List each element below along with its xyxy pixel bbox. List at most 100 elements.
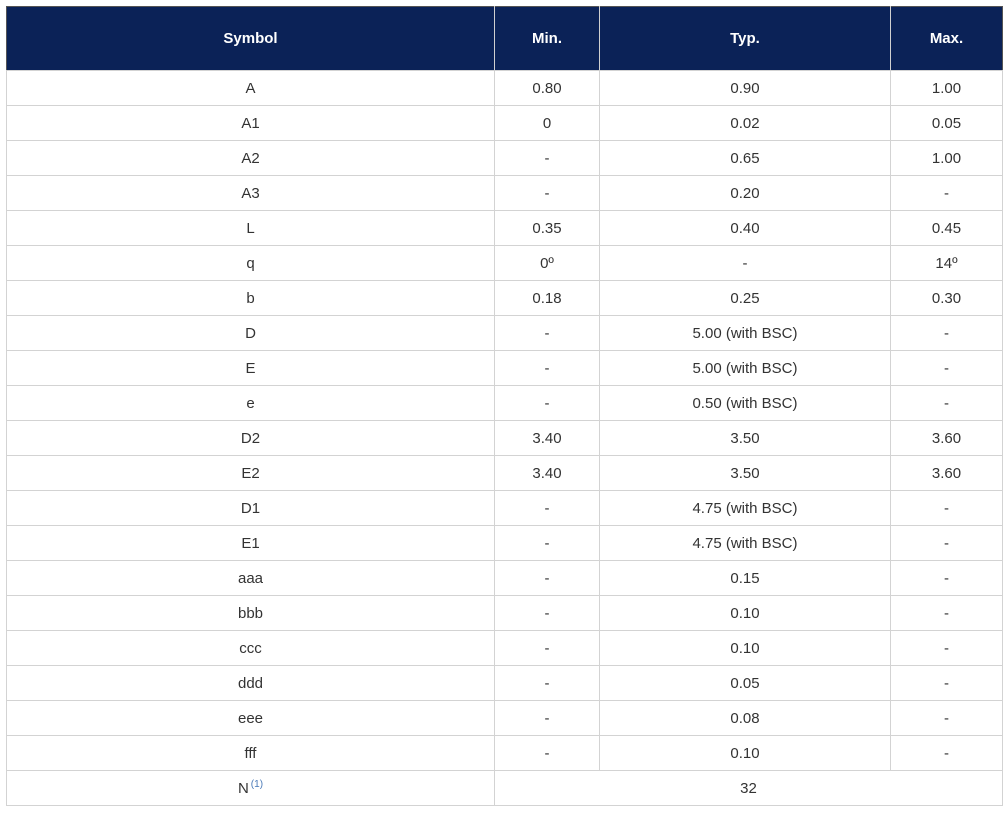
table-cell: 0.10 (599, 630, 891, 666)
table-cell: 0.30 (890, 280, 1003, 316)
table-cell: 0º (494, 245, 600, 281)
table-row: ddd -0.05- (6, 665, 1003, 701)
table-cell: A1 (6, 105, 495, 141)
table-cell: 5.00 (with BSC) (599, 350, 891, 386)
table-cell: 0.80 (494, 70, 600, 106)
table-cell: - (890, 735, 1003, 771)
table-cell: ddd (6, 665, 495, 701)
table-cell: - (890, 350, 1003, 386)
table-cell: 0.50 (with BSC) (599, 385, 891, 421)
header-cell: Max. (890, 6, 1003, 71)
table-row: N (1) 32 (6, 770, 1003, 806)
table-row: aaa -0.15- (6, 560, 1003, 596)
table-cell: 0.05 (890, 105, 1003, 141)
table-cell: 0.15 (599, 560, 891, 596)
table-cell: D1 (6, 490, 495, 526)
table-cell: - (890, 700, 1003, 736)
table-cell: ccc (6, 630, 495, 666)
table-row: ccc -0.10- (6, 630, 1003, 666)
table-cell: 0.10 (599, 595, 891, 631)
table-cell: - (890, 560, 1003, 596)
table-cell: 1.00 (890, 140, 1003, 176)
table-cell: - (494, 700, 600, 736)
table-cell: - (494, 350, 600, 386)
table-cell: b (6, 280, 495, 316)
table-row: e -0.50 (with BSC) - (6, 385, 1003, 421)
table-row: fff -0.10- (6, 735, 1003, 771)
table-cell: - (890, 595, 1003, 631)
table-cell: - (890, 525, 1003, 561)
table-cell: - (494, 525, 600, 561)
table-row: L 0.35 0.40 0.45 (6, 210, 1003, 246)
table-cell: fff (6, 735, 495, 771)
table-cell: 0.35 (494, 210, 600, 246)
table-cell: 3.50 (599, 455, 891, 491)
table-row: bbb -0.10- (6, 595, 1003, 631)
table-cell: 4.75 (with BSC) (599, 490, 891, 526)
table-cell: aaa (6, 560, 495, 596)
table-cell: - (494, 665, 600, 701)
table-cell: 0.25 (599, 280, 891, 316)
table-cell: 3.60 (890, 455, 1003, 491)
table-cell: 3.60 (890, 420, 1003, 456)
header-row: Symbol Min. Typ. Max. (6, 6, 1003, 71)
table-cell: - (494, 560, 600, 596)
table-cell: - (494, 630, 600, 666)
table-cell: - (494, 490, 600, 526)
table-cell: 3.40 (494, 420, 600, 456)
table-cell: 14º (890, 245, 1003, 281)
table-cell: A3 (6, 175, 495, 211)
table-cell: 0.45 (890, 210, 1003, 246)
table-cell: 0.20 (599, 175, 891, 211)
table-cell: 3.40 (494, 455, 600, 491)
header-cell: Symbol (6, 6, 495, 71)
table-cell: 0.90 (599, 70, 891, 106)
table-cell: - (494, 140, 600, 176)
table-cell: 0.18 (494, 280, 600, 316)
table-cell: - (890, 630, 1003, 666)
table-row: D -5.00 (with BSC) - (6, 315, 1003, 351)
table-cell: 0.05 (599, 665, 891, 701)
table-row: A 0.80 0.90 1.00 (6, 70, 1003, 106)
table-cell: D2 (6, 420, 495, 456)
table-cell: E2 (6, 455, 495, 491)
table-cell: q (6, 245, 495, 281)
table-cell: e (6, 385, 495, 421)
table-cell: - (494, 735, 600, 771)
table-cell: 4.75 (with BSC) (599, 525, 891, 561)
table-body: A 0.80 0.90 1.00 A1 0 0.02 0.05 A2-0.65 1.00 A3-0.… (6, 70, 1003, 806)
footnote-ref: (1) (250, 779, 264, 790)
table-cell: 0.10 (599, 735, 891, 771)
table-cell: 0 (494, 105, 600, 141)
table-cell: A (6, 70, 495, 106)
table-row: b 0.18 0.25 0.30 (6, 280, 1003, 316)
table-row: A3-0.20- (6, 175, 1003, 211)
table-row: D1-4.75 (with BSC) - (6, 490, 1003, 526)
table-cell: A2 (6, 140, 495, 176)
table-cell: - (494, 315, 600, 351)
table-row: D2 3.40 3.50 3.60 (6, 420, 1003, 456)
symbol: N (237, 780, 249, 797)
table-cell: L (6, 210, 495, 246)
table-cell: 0.40 (599, 210, 891, 246)
table-cell: - (599, 245, 891, 281)
table-cell: 32 (494, 770, 1003, 806)
table-cell: - (494, 175, 600, 211)
table-row: E2 3.40 3.50 3.60 (6, 455, 1003, 491)
table-row: A2-0.65 1.00 (6, 140, 1003, 176)
table-row: A1 0 0.02 0.05 (6, 105, 1003, 141)
table-cell: E (6, 350, 495, 386)
table-cell: 0.08 (599, 700, 891, 736)
table-cell: - (890, 385, 1003, 421)
table-cell: eee (6, 700, 495, 736)
table-cell: 1.00 (890, 70, 1003, 106)
table-row: E1-4.75 (with BSC) - (6, 525, 1003, 561)
dimension-table: Symbol Min. Typ. Max. A 0.80 0.90 1.00 A1 0 0.02 0… (6, 6, 1003, 806)
header-cell: Typ. (599, 6, 891, 71)
table-row: q 0º -14º (6, 245, 1003, 281)
table-cell: - (494, 595, 600, 631)
table-row: eee -0.08- (6, 700, 1003, 736)
header-cell: Min. (494, 6, 600, 71)
table-cell: 0.02 (599, 105, 891, 141)
